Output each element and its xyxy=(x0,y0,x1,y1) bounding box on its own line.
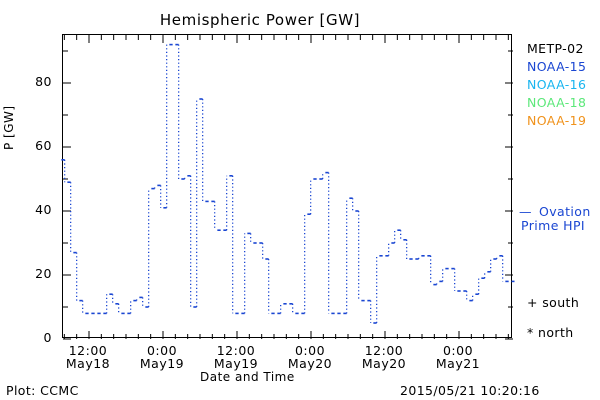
plot-timestamp: 2015/05/21 10:20:16 xyxy=(400,383,540,398)
x-tick-label: 0:00 May19 xyxy=(117,344,207,370)
x-tick-time: 0:00 xyxy=(146,343,178,358)
plot-area xyxy=(61,34,515,340)
data-series-ovation-prime-hpi xyxy=(61,43,515,324)
legend-entry-noaa-15: NOAA-15 xyxy=(527,59,587,74)
x-tick-date: May19 xyxy=(213,356,259,371)
y-tick-label: 40 xyxy=(35,202,52,217)
x-tick-date: May20 xyxy=(361,356,407,371)
ovation-label-line2: Prime HPI xyxy=(521,218,585,233)
x-tick-time: 0:00 xyxy=(294,343,326,358)
legend-entry-noaa-18: NOAA-18 xyxy=(527,95,587,110)
page-title: Hemispheric Power [GW] xyxy=(159,11,361,29)
ovation-line-swatch: — xyxy=(519,204,532,219)
x-tick-label: 12:00 May18 xyxy=(43,344,133,370)
y-tick-label: 60 xyxy=(35,138,52,153)
x-tick-date: May19 xyxy=(139,356,185,371)
south-marker-legend: + south xyxy=(527,296,579,310)
legend-entry-noaa-16: NOAA-16 xyxy=(527,77,587,92)
x-tick-label: 12:00 May20 xyxy=(339,344,429,370)
x-tick-date: May20 xyxy=(287,356,333,371)
plus-icon: + xyxy=(527,295,538,310)
x-tick-label: 0:00 May21 xyxy=(413,344,503,370)
y-tick-label: 20 xyxy=(35,266,52,281)
north-marker-legend: * north xyxy=(527,326,574,340)
legend-entry-metp-02: METP-02 xyxy=(527,41,584,56)
ovation-label-line1: Ovation xyxy=(539,204,591,219)
x-tick-time: 12:00 xyxy=(68,343,108,358)
asterisk-icon: * xyxy=(527,325,534,340)
x-tick-label: 12:00 May19 xyxy=(191,344,281,370)
x-tick-time: 0:00 xyxy=(442,343,474,358)
x-tick-time: 12:00 xyxy=(364,343,404,358)
north-label: north xyxy=(538,325,574,340)
axis-ticks xyxy=(63,35,513,340)
ovation-prime-hpi-legend: — Ovation Prime HPI xyxy=(519,205,591,233)
y-tick-label: 0 xyxy=(43,330,52,345)
x-tick-date: May18 xyxy=(65,356,111,371)
x-tick-time: 12:00 xyxy=(216,343,256,358)
legend-entry-noaa-19: NOAA-19 xyxy=(527,113,587,128)
x-tick-date: May21 xyxy=(435,356,481,371)
x-tick-label: 0:00 May20 xyxy=(265,344,355,370)
south-label: south xyxy=(542,295,580,310)
legend: METP-02 NOAA-15 NOAA-16 NOAA-18 NOAA-19 xyxy=(527,40,600,130)
y-tick-label: 80 xyxy=(35,74,52,89)
x-axis-label: Date and Time xyxy=(200,370,295,384)
plot-credit: Plot: CCMC xyxy=(6,383,79,398)
